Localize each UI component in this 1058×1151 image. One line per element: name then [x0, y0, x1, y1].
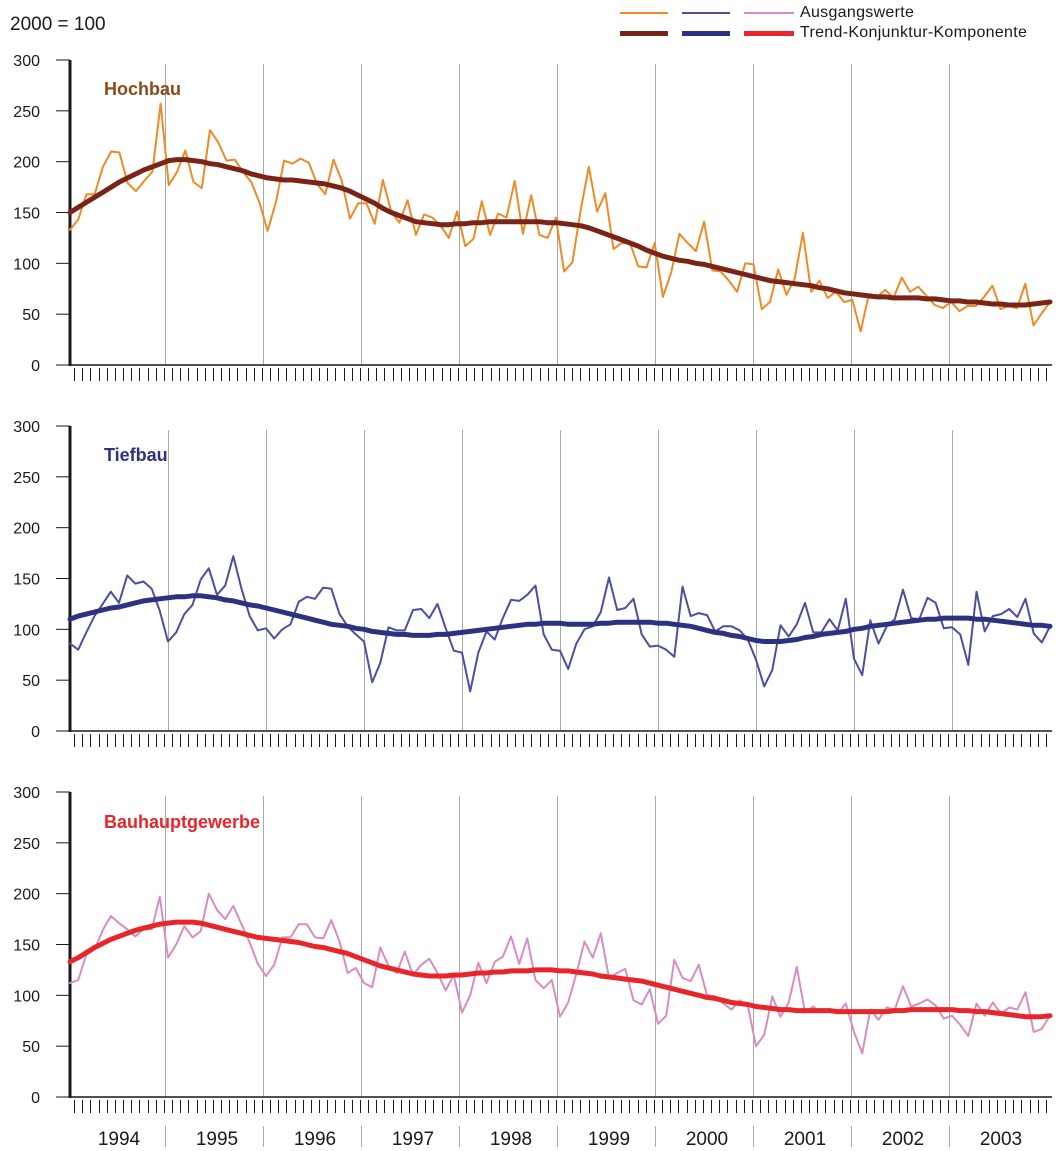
legend-swatch-hochbau-raw: [620, 12, 668, 14]
y-tick-label: 300: [13, 785, 40, 802]
y-tick-label: 0: [31, 358, 40, 375]
y-tick-label: 300: [13, 419, 40, 436]
panel-title-tiefbau: Tiefbau: [104, 445, 168, 465]
legend-swatch-tiefbau-raw: [682, 12, 730, 14]
y-tick-label: 150: [13, 938, 40, 955]
y-tick-label: 200: [13, 887, 40, 904]
x-year-label: 2000: [686, 1129, 728, 1150]
chart-panel-bauhauptgewerbe: 0 50 100 150 200 250 300 Bauhauptgewerbe: [13, 785, 1053, 1113]
y-tick-label: 250: [13, 836, 40, 853]
x-year-label: 2001: [784, 1129, 826, 1150]
legend-swatch-hochbau-trend: [620, 31, 668, 36]
y-tick-label: 0: [31, 724, 40, 741]
legend-label-trend: Trend-Konjunktur-Komponente: [800, 24, 1028, 41]
y-tick-label: 50: [22, 673, 40, 690]
trend-line-hochbau: [67, 157, 1053, 308]
y-tick-label: 250: [13, 104, 40, 121]
y-tick-label: 200: [13, 155, 40, 172]
legend-swatch-bau-trend: [744, 31, 794, 36]
x-year-label: 1998: [490, 1129, 532, 1150]
y-tick-label: 150: [13, 206, 40, 223]
y-tick-label: 200: [13, 521, 40, 538]
y-tick-label: 300: [13, 53, 40, 70]
panel-title-hochbau: Hochbau: [104, 79, 181, 99]
y-tick-label: 100: [13, 988, 40, 1005]
y-tick-label: 100: [13, 622, 40, 639]
legend-swatch-bau-raw: [744, 12, 794, 14]
x-year-label: 1997: [392, 1129, 434, 1150]
y-tick-label: 0: [31, 1090, 40, 1107]
raw-line-hochbau: [69, 102, 1051, 333]
legend-label-raw: Ausgangswerte: [800, 4, 915, 21]
x-year-label: 1994: [98, 1129, 141, 1150]
y-tick-label: 250: [13, 470, 40, 487]
legend-swatch-tiefbau-trend: [682, 31, 730, 36]
x-year-label: 1996: [294, 1129, 336, 1150]
x-year-label: 1995: [196, 1129, 238, 1150]
x-year-label: 1999: [588, 1129, 630, 1150]
trend-line-bauhauptgewerbe: [67, 919, 1053, 1020]
y-tick-label: 50: [22, 1039, 40, 1056]
raw-line-bauhauptgewerbe: [69, 892, 1051, 1055]
chart-panel-tiefbau: 0 50 100 150 200 250 300 Tiefbau: [13, 419, 1053, 747]
y-tick-label: 50: [22, 307, 40, 324]
unit-label: 2000 = 100: [10, 14, 106, 35]
x-year-label: 2002: [882, 1129, 924, 1150]
legend: Ausgangswerte Trend-Konjunktur-Komponent…: [620, 4, 1058, 48]
x-year-label: 2003: [980, 1129, 1022, 1150]
trend-line-tiefbau: [67, 593, 1053, 644]
chart-panel-hochbau: 0 50 100 150 200 250 300 Hochbau: [13, 53, 1053, 381]
y-tick-label: 100: [13, 256, 40, 273]
panel-title-bauhauptgewerbe: Bauhauptgewerbe: [104, 812, 260, 832]
y-tick-label: 150: [13, 572, 40, 589]
